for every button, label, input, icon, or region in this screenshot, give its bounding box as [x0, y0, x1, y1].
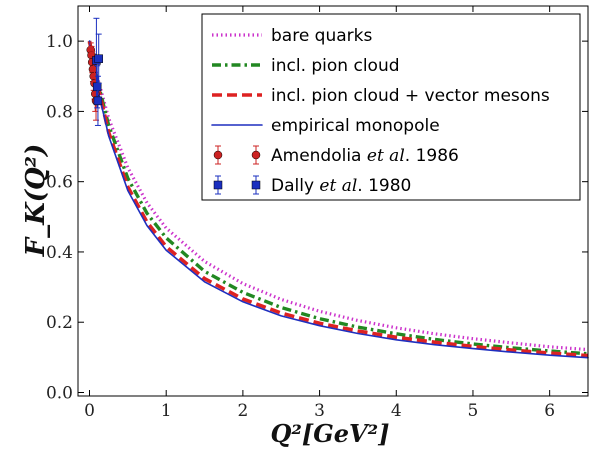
y-tick-label: 1.0 [46, 32, 73, 52]
legend-marker-square [213, 180, 223, 190]
x-tick-label: 3 [314, 401, 325, 421]
legend-label-year: . 1986 [405, 146, 459, 166]
legend-items: bare quarks incl. pion cloud incl. pion cl… [211, 26, 550, 196]
x-axis-label: Q²[GeV²] [270, 419, 389, 448]
plot-points [86, 17, 103, 126]
series-line-4 [88, 40, 589, 359]
legend-label-etal: et al [367, 146, 405, 166]
y-tick-label: 0.0 [46, 383, 73, 403]
legend: bare quarks incl. pion cloud incl. pion cl… [201, 13, 581, 201]
legend-marker-square [251, 180, 261, 190]
plot-lines [87, 40, 589, 359]
x-tick-label: 1 [161, 401, 172, 421]
data-point-square [92, 82, 102, 92]
legend-label: bare quarks [271, 26, 373, 46]
series-line-3 [87, 40, 589, 358]
data-point-square [94, 54, 103, 63]
y-tick-label: 0.6 [46, 173, 73, 193]
legend-label-author: Dally [271, 176, 319, 196]
x-tick-label: 0 [84, 401, 95, 421]
legend-label: incl. pion cloud [271, 56, 400, 76]
legend-label-author: Amendolia [271, 146, 367, 166]
legend-box [201, 13, 581, 201]
legend-label-etal: et al [319, 176, 357, 196]
series-line-1 [87, 40, 589, 352]
x-tick-label: 2 [237, 401, 248, 421]
x-tick-label: 5 [468, 401, 479, 421]
legend-label: Dally et al. 1980 [271, 176, 411, 196]
legend-label: empirical monopole [271, 116, 440, 136]
x-tick-label: 4 [391, 401, 402, 421]
legend-label: incl. pion cloud + vector mesons [271, 86, 550, 106]
y-tick-label: 0.8 [46, 102, 73, 122]
axis-ticks: 0 1 2 3 4 5 6 0.0 0.2 0.4 0.6 0.8 1.0 [46, 6, 588, 421]
x-tick-label: 6 [544, 401, 555, 421]
y-axis-label: F_K(Q²) [21, 144, 51, 258]
plot-frame [77, 5, 589, 397]
data-point-circle [88, 64, 98, 74]
legend-label: Amendolia et al. 1986 [271, 146, 459, 166]
legend-label-year: . 1980 [357, 176, 411, 196]
legend-marker-circle [251, 150, 261, 160]
y-tick-label: 0.2 [46, 313, 73, 333]
data-point-square [93, 96, 103, 106]
series-line-2 [87, 40, 589, 356]
legend-marker-circle [213, 150, 223, 160]
y-tick-label: 0.4 [46, 243, 73, 263]
